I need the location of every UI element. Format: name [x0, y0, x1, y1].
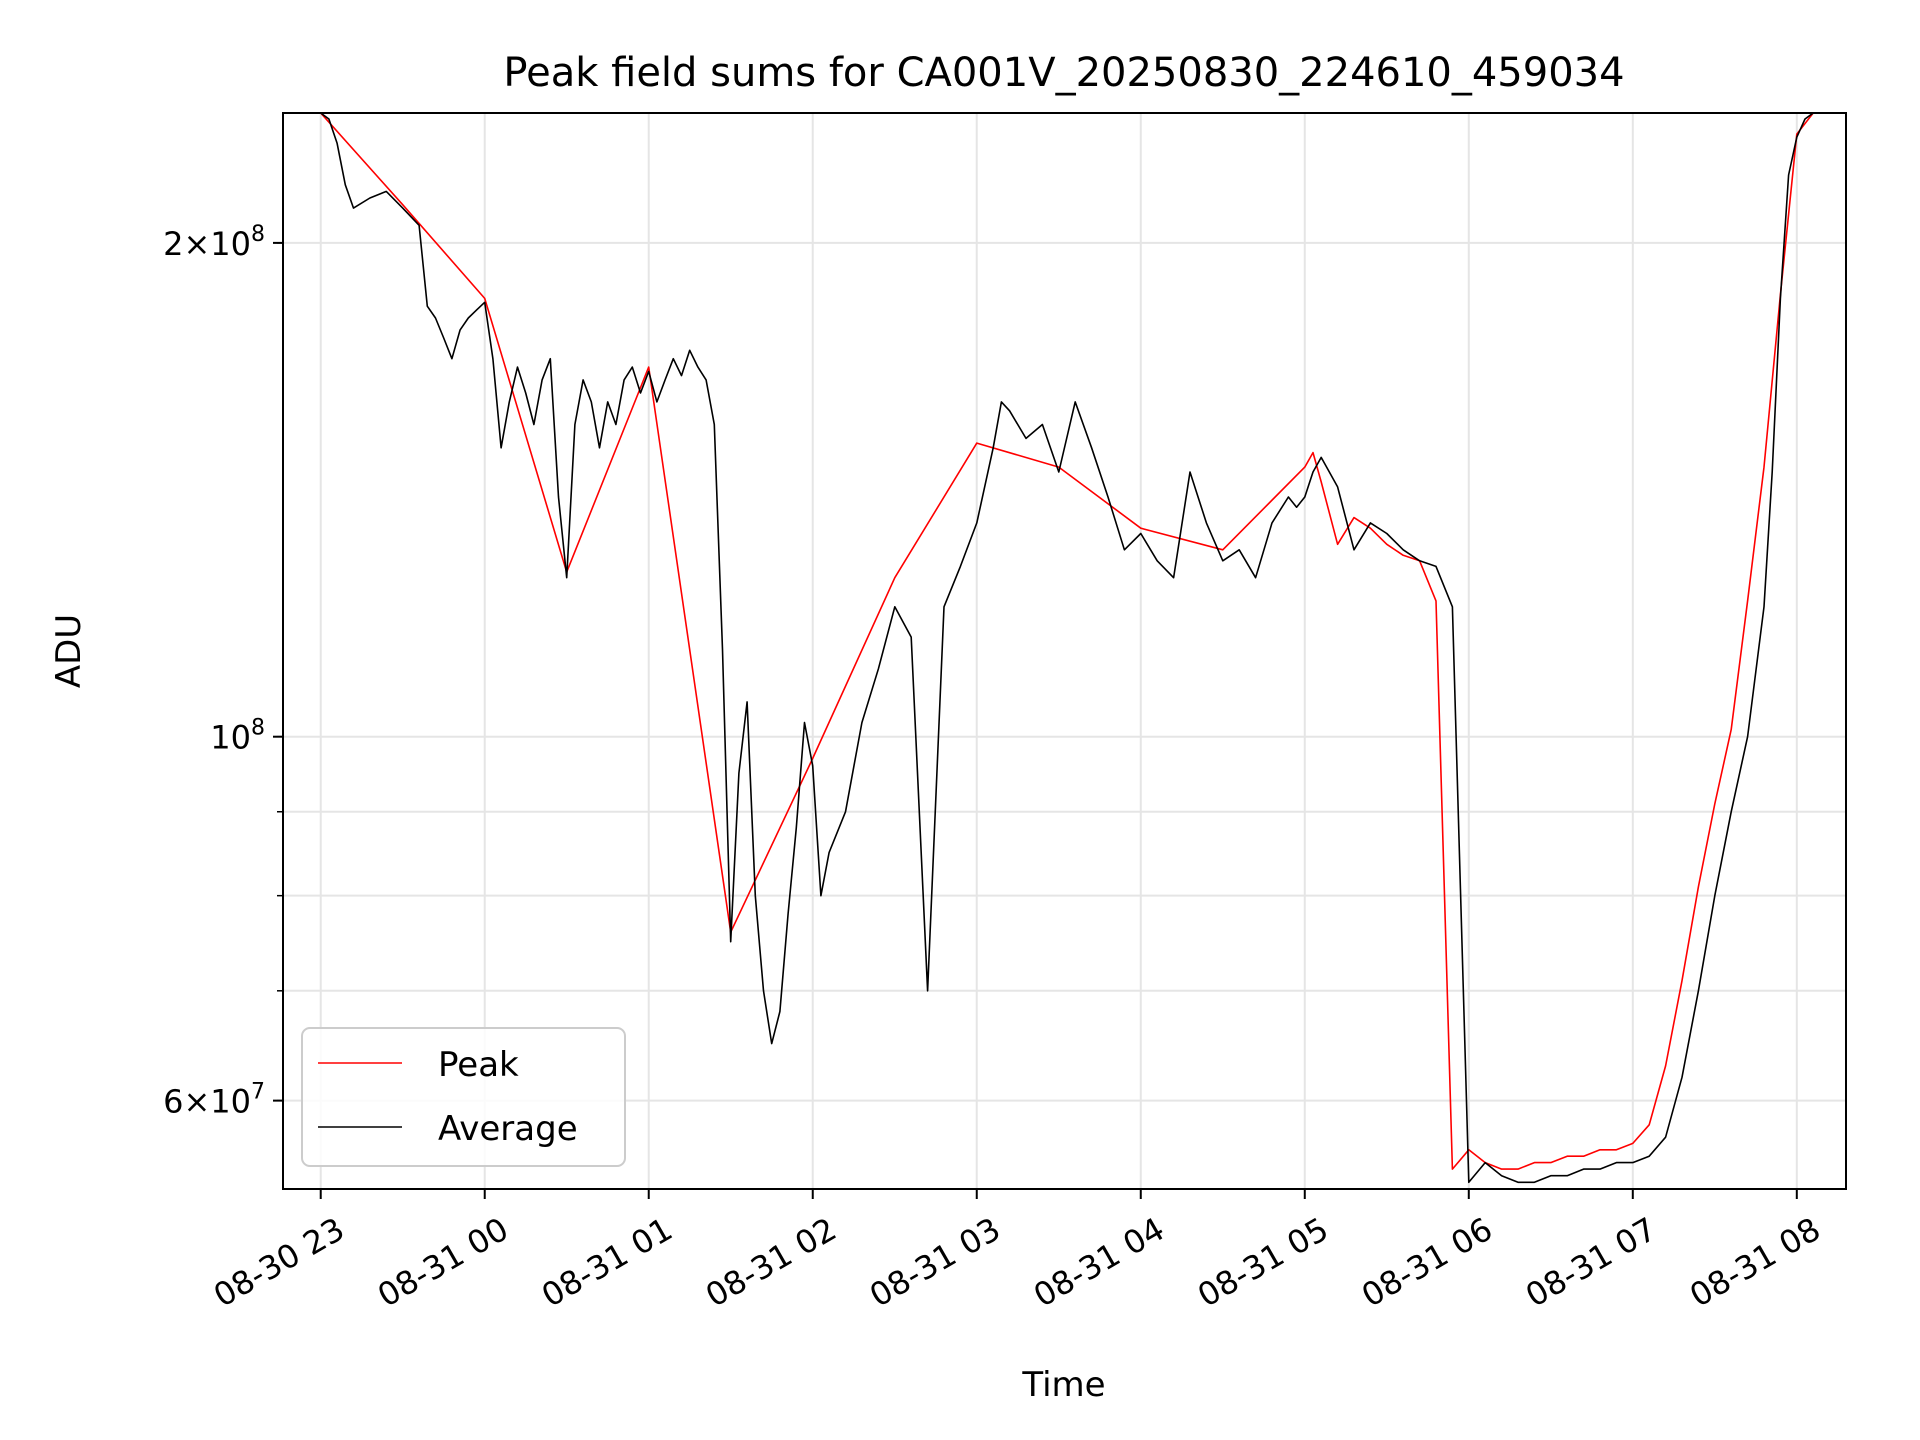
- legend-average-label: Average: [438, 1109, 578, 1149]
- legend-peak-label: Peak: [438, 1045, 519, 1085]
- y-axis-ticks: 2×108 108 6×107: [163, 222, 283, 1121]
- x-axis-label: Time: [1021, 1365, 1105, 1405]
- legend: Peak Average: [301, 1027, 626, 1167]
- y-tick-label: 2×108: [163, 222, 265, 263]
- series-line-peak: [320, 113, 1814, 1170]
- chart-title: Peak field sums for CA001V_20250830_2246…: [503, 50, 1624, 96]
- gridlines: [283, 113, 1846, 1189]
- y-tick-label: 6×107: [163, 1080, 265, 1121]
- y-axis-label: ADU: [49, 614, 89, 688]
- plot-frame: [282, 112, 1847, 1190]
- series-line-average: [320, 113, 1814, 1184]
- y-tick-label: 108: [210, 716, 265, 757]
- series-layer: [320, 113, 1814, 1184]
